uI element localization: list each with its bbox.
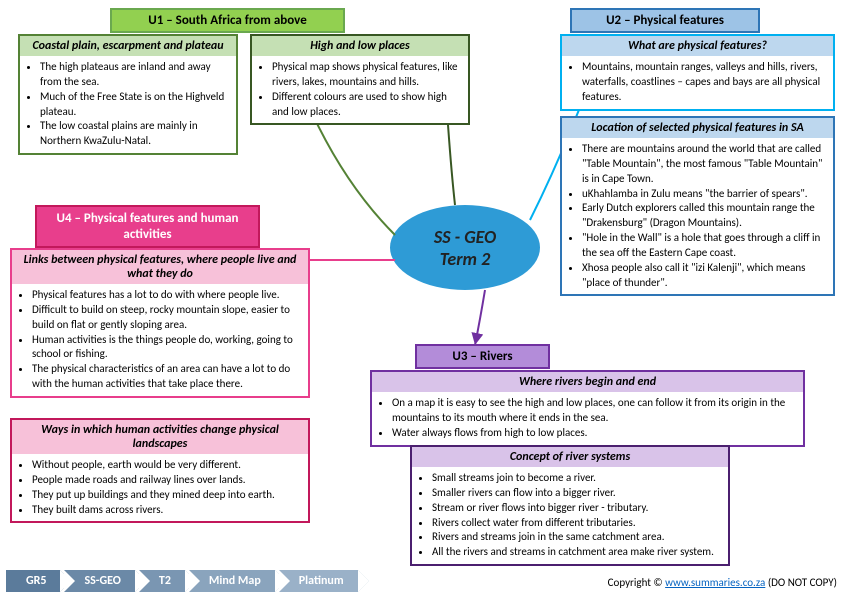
- u3-sub2-title: Concept of river systems: [412, 447, 728, 467]
- u3-sub2: Concept of river systems Small streams j…: [410, 445, 730, 566]
- copyright-prefix: Copyright ©: [608, 576, 665, 589]
- u4-sub2: Ways in which human activities change ph…: [10, 418, 310, 523]
- breadcrumb-chevrons: GR5SS-GEOT2Mind MapPlatinum: [6, 570, 362, 592]
- u2-sub2-list: There are mountains around the world tha…: [562, 138, 833, 294]
- center-node: SS - GEO Term 2: [390, 205, 540, 290]
- chevron-item: GR5: [6, 570, 60, 592]
- u3-sub1: Where rivers begin and end On a map it i…: [370, 370, 805, 447]
- u3-sub1-list: On a map it is easy to see the high and …: [372, 392, 803, 445]
- list-item: Smaller rivers can flow into a bigger ri…: [432, 486, 724, 501]
- copyright: Copyright © www.summaries.co.za (DO NOT …: [608, 576, 837, 589]
- list-item: Water always flows from high to low plac…: [392, 426, 799, 441]
- chevron-item: SS-GEO: [64, 570, 134, 592]
- list-item: Stream or river flows into bigger river …: [432, 501, 724, 516]
- center-line2: Term 2: [440, 248, 490, 270]
- list-item: Much of the Free State is on the Highvel…: [40, 90, 232, 120]
- list-item: They put up buildings and they mined dee…: [32, 488, 304, 503]
- list-item: On a map it is easy to see the high and …: [392, 396, 799, 426]
- u2-sub2: Location of selected physical features i…: [560, 116, 835, 296]
- list-item: Physical features has a lot to do with w…: [32, 288, 304, 303]
- chevron-item: Platinum: [279, 570, 358, 592]
- u3-sub2-list: Small streams join to become a river.Sma…: [412, 467, 728, 564]
- u4-title: U4 – Physical features and human activit…: [56, 211, 238, 242]
- list-item: uKhahlamba in Zulu means "the barrier of…: [582, 187, 829, 202]
- list-item: The physical characteristics of an area …: [32, 362, 304, 392]
- list-item: There are mountains around the world tha…: [582, 142, 829, 187]
- u3-title: U3 – Rivers: [452, 349, 512, 364]
- u4-sub1-title: Links between physical features, where p…: [12, 250, 308, 284]
- list-item: People made roads and railway lines over…: [32, 473, 304, 488]
- chevron-item: T2: [139, 570, 185, 592]
- list-item: Difficult to build on steep, rocky mount…: [32, 303, 304, 333]
- center-line1: SS - GEO: [434, 226, 496, 248]
- list-item: Rivers collect water from different trib…: [432, 516, 724, 531]
- u4-sub1: Links between physical features, where p…: [10, 248, 310, 398]
- u2-sub1-title: What are physical features?: [562, 36, 833, 56]
- u3-header: U3 – Rivers: [415, 344, 550, 369]
- list-item: Rivers and streams join in the same catc…: [432, 530, 724, 545]
- list-item: Different colours are used to show high …: [272, 90, 464, 120]
- list-item: The high plateaus are inland and away fr…: [40, 60, 232, 90]
- u1-sub2-list: Physical map shows physical features, li…: [252, 56, 468, 123]
- u3-sub1-title: Where rivers begin and end: [372, 372, 803, 392]
- u1-header: U1 – South Africa from above: [110, 8, 345, 33]
- u4-sub2-list: Without people, earth would be very diff…: [12, 454, 308, 521]
- list-item: The low coastal plains are mainly in Nor…: [40, 119, 232, 149]
- list-item: Early Dutch explorers called this mounta…: [582, 201, 829, 231]
- u4-header: U4 – Physical features and human activit…: [35, 205, 260, 248]
- list-item: Mountains, mountain ranges, valleys and …: [582, 60, 829, 105]
- list-item: "Hole in the Wall" is a hole that goes t…: [582, 231, 829, 261]
- copyright-suffix: (DO NOT COPY): [765, 576, 837, 589]
- u2-header: U2 – Physical features: [570, 8, 760, 33]
- u2-sub1-list: Mountains, mountain ranges, valleys and …: [562, 56, 833, 109]
- u1-title: U1 – South Africa from above: [148, 13, 306, 28]
- list-item: Human activities is the things people do…: [32, 333, 304, 363]
- list-item: All the rivers and streams in catchment …: [432, 545, 724, 560]
- u2-title: U2 – Physical features: [606, 13, 724, 28]
- list-item: Small streams join to become a river.: [432, 471, 724, 486]
- list-item: They built dams across rivers.: [32, 503, 304, 518]
- u1-sub1: Coastal plain, escarpment and plateau Th…: [18, 34, 238, 155]
- u2-sub2-title: Location of selected physical features i…: [562, 118, 833, 138]
- u1-sub1-title: Coastal plain, escarpment and plateau: [20, 36, 236, 56]
- list-item: Without people, earth would be very diff…: [32, 458, 304, 473]
- u1-sub2-title: High and low places: [252, 36, 468, 56]
- u1-sub1-list: The high plateaus are inland and away fr…: [20, 56, 236, 153]
- u1-sub2: High and low places Physical map shows p…: [250, 34, 470, 125]
- chevron-item: Mind Map: [189, 570, 275, 592]
- copyright-link[interactable]: www.summaries.co.za: [665, 576, 765, 589]
- list-item: Xhosa people also call it "izi Kalenji",…: [582, 261, 829, 291]
- u4-sub1-list: Physical features has a lot to do with w…: [12, 284, 308, 396]
- u4-sub2-title: Ways in which human activities change ph…: [12, 420, 308, 454]
- u2-sub1: What are physical features? Mountains, m…: [560, 34, 835, 111]
- list-item: Physical map shows physical features, li…: [272, 60, 464, 90]
